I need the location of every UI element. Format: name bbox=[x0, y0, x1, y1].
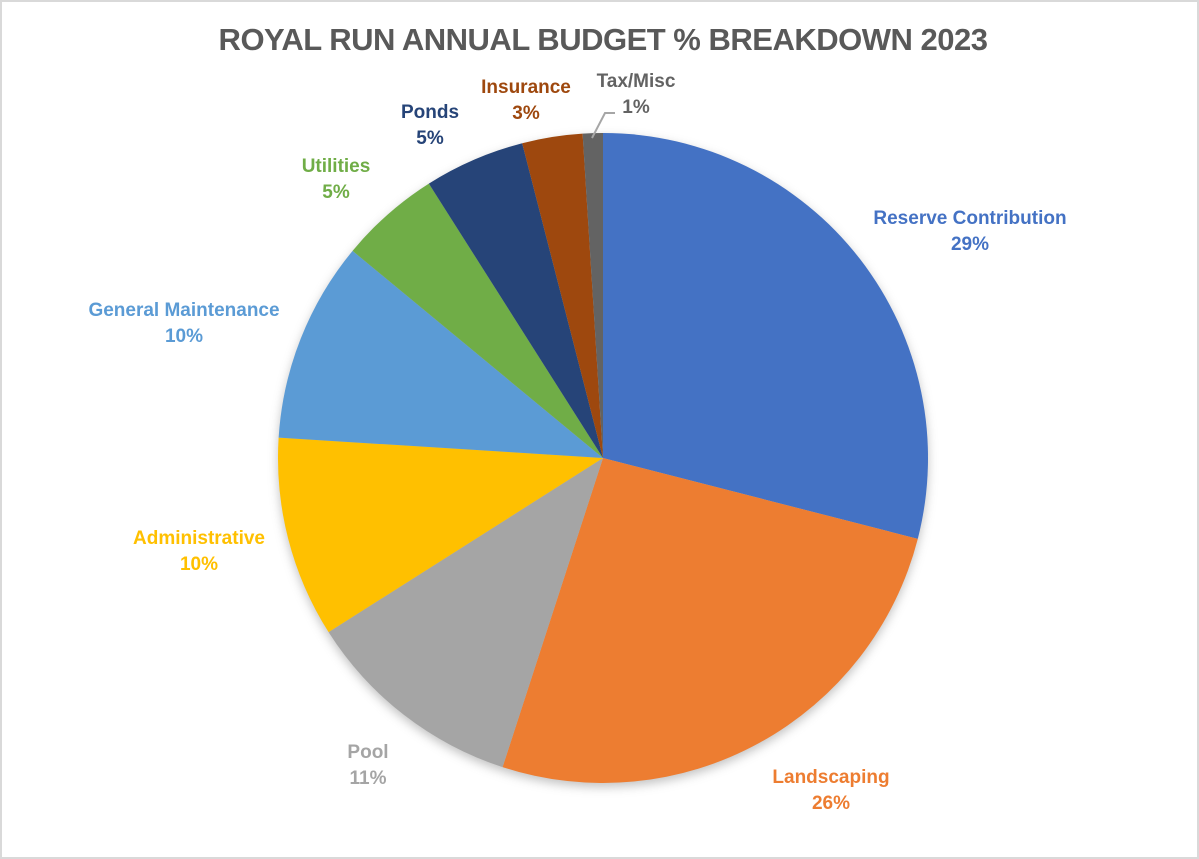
slice-label-percent: 29% bbox=[950, 234, 990, 255]
slice-label-ponds: Ponds 5% bbox=[401, 100, 459, 152]
slice-label-percent: 5% bbox=[322, 182, 350, 203]
slice-label-name: General Maintenance bbox=[88, 300, 280, 321]
pie-slice-insurance[interactable] bbox=[522, 133, 603, 458]
slice-label-percent: 1% bbox=[622, 97, 650, 118]
pie-slice-administrative[interactable] bbox=[277, 437, 603, 633]
pie-slice-tax-misc[interactable] bbox=[582, 133, 603, 458]
pie-slice-landscaping[interactable] bbox=[502, 458, 918, 783]
slice-label-percent: 3% bbox=[512, 103, 540, 124]
slice-label-pool: Pool 11% bbox=[347, 740, 388, 792]
slice-label-name: Utilities bbox=[301, 156, 371, 177]
slice-label-percent: 5% bbox=[416, 128, 444, 149]
slice-label-name: Ponds bbox=[400, 102, 460, 123]
slice-label-percent: 10% bbox=[164, 326, 204, 347]
tax-misc-leader-line bbox=[591, 112, 615, 139]
pie-slice-pool[interactable] bbox=[328, 458, 603, 768]
slice-label-landscaping: Landscaping 26% bbox=[772, 765, 889, 817]
slice-label-name: Insurance bbox=[481, 77, 571, 98]
slice-label-name: Administrative bbox=[133, 528, 265, 549]
pie-slices-group bbox=[277, 133, 928, 783]
pie-slice-reserve-contribution[interactable] bbox=[603, 133, 928, 539]
slice-label-general-maintenance: General Maintenance 10% bbox=[88, 298, 279, 350]
pie-slice-general-maintenance[interactable] bbox=[278, 250, 603, 458]
slice-label-name: Landscaping bbox=[772, 767, 890, 788]
slice-label-name: Reserve Contribution bbox=[873, 208, 1067, 229]
slice-label-percent: 11% bbox=[349, 768, 387, 789]
slice-label-percent: 10% bbox=[179, 554, 219, 575]
slice-label-name: Pool bbox=[347, 742, 389, 763]
slice-label-tax-misc: Tax/Misc 1% bbox=[597, 69, 676, 121]
slice-label-utilities: Utilities 5% bbox=[302, 154, 371, 206]
pie-slice-utilities[interactable] bbox=[352, 183, 603, 458]
pie-slice-ponds[interactable] bbox=[428, 143, 603, 458]
chart-title: ROYAL RUN ANNUAL BUDGET % BREAKDOWN 2023 bbox=[218, 22, 988, 57]
slice-label-percent: 26% bbox=[811, 793, 851, 814]
slice-label-insurance: Insurance 3% bbox=[481, 75, 571, 127]
slice-label-administrative: Administrative 10% bbox=[133, 526, 265, 578]
slice-label-name: Tax/Misc bbox=[596, 71, 676, 92]
slice-label-reserve-contribution: Reserve Contribution 29% bbox=[873, 206, 1066, 258]
